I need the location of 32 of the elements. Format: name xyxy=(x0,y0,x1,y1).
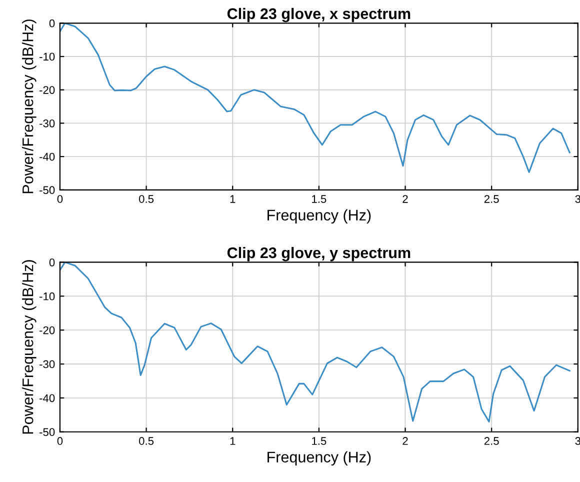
y-tick-label: -10 xyxy=(40,52,55,61)
chart-title: Clip 23 glove, x spectrum xyxy=(227,8,410,22)
x-axis-title: Frequency (Hz) xyxy=(268,451,371,466)
y-tick-label: -20 xyxy=(40,326,55,334)
chart-title: Clip 23 glove, y spectrum xyxy=(227,246,410,262)
x-axis-title: Frequency (Hz) xyxy=(268,209,371,224)
x-tick-label: 0 xyxy=(57,437,63,445)
y-axis-title: Power/Frequency (dB/Hz) xyxy=(22,260,36,434)
x-tick-label: 2 xyxy=(402,437,408,445)
line-series xyxy=(60,23,570,173)
y-tick-label: -10 xyxy=(40,292,55,300)
y-tick-label: 0 xyxy=(49,258,55,266)
y-tick-label: -50 xyxy=(40,186,55,194)
y-tick-label: -30 xyxy=(40,360,55,368)
y-axis-title: Power/Frequency (dB/Hz) xyxy=(22,20,36,194)
x-tick-label: 0 xyxy=(57,195,63,203)
y-tick-label: -30 xyxy=(40,119,55,128)
x-tick-label: 2.5 xyxy=(484,195,499,203)
x-tick-label: 1.5 xyxy=(312,437,326,445)
x-tick-label: 0.5 xyxy=(139,437,154,445)
x-tick-label: 0.5 xyxy=(139,195,154,203)
y-tick-label: -50 xyxy=(40,428,55,436)
x-tick-label: 1 xyxy=(230,195,236,203)
y-tick-label: -40 xyxy=(40,152,55,161)
y-tick-label: 0 xyxy=(49,19,55,28)
line-series xyxy=(60,262,570,422)
x-tick-label: 2.5 xyxy=(484,437,499,445)
x-tick-label: 1.5 xyxy=(312,195,326,203)
x-tick-label: 1 xyxy=(230,437,236,445)
y-tick-label: -20 xyxy=(40,86,55,94)
y-tick-label: -40 xyxy=(40,394,55,402)
x-tick-label: 2 xyxy=(402,195,408,203)
